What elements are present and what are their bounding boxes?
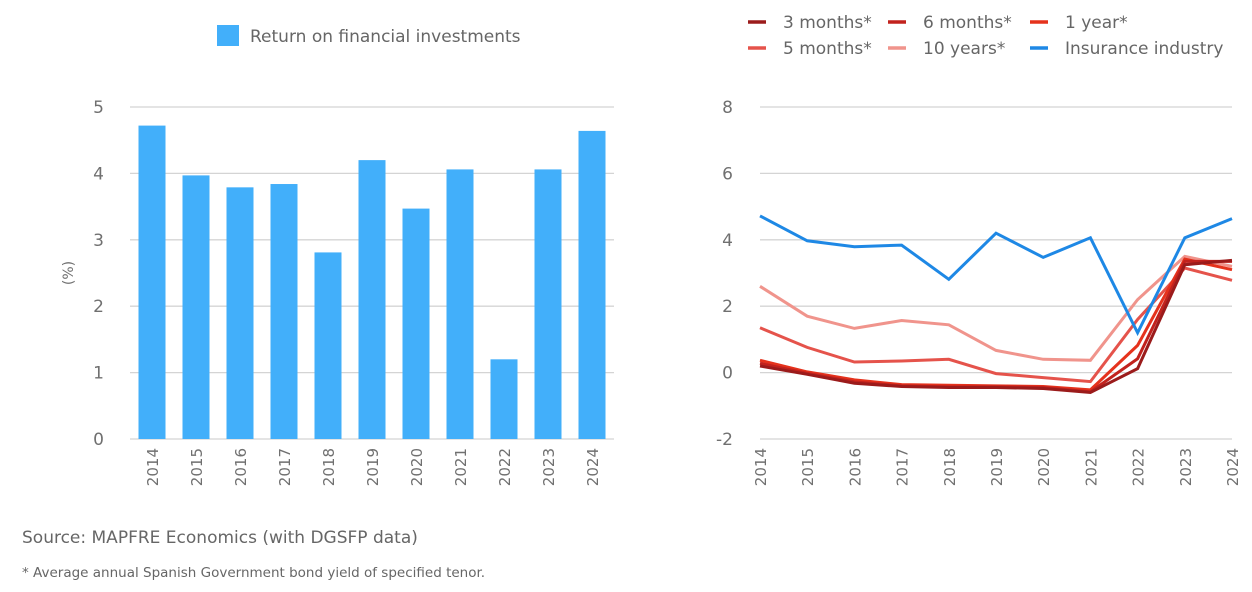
bar-x-tick-label: 2022 — [496, 448, 514, 486]
line-x-tick-label: 2024 — [1224, 448, 1242, 486]
line-x-tick-label: 2023 — [1177, 448, 1195, 486]
line-chart: -2 0 2 4 6 8 2014 2015 2016 2017 2018 2019 2020 2021 2… — [716, 13, 1242, 486]
line-y-tick-label: 2 — [722, 297, 733, 317]
line-x-tick-label: 2021 — [1082, 448, 1100, 486]
bar-y-tick-label: 4 — [93, 164, 104, 184]
bar — [182, 175, 210, 439]
bar — [314, 252, 342, 439]
line-y-tick-label: -2 — [716, 430, 733, 450]
line-x-tick-label: 2017 — [894, 448, 912, 486]
bar — [534, 169, 562, 439]
bar-y-axis-label: (%) — [61, 261, 77, 285]
line-x-tick-label: 2015 — [799, 448, 817, 486]
series-line-insurance-industry — [759, 214, 1233, 337]
line-legend-label: 3 months* — [783, 13, 872, 33]
bar-legend-swatch — [217, 25, 239, 46]
bar-x-tick-label: 2020 — [408, 448, 426, 486]
line-legend-label: 6 months* — [923, 13, 1012, 33]
bar-x-tick-label: 2015 — [188, 448, 206, 486]
bar-y-tick-label: 2 — [93, 297, 104, 317]
bar-chart: 0 1 2 3 4 5 (%) 2014 2015 2016 2017 2018 2019 2020 202… — [61, 25, 614, 486]
line-x-tick-label: 2014 — [752, 448, 770, 486]
series-line-3-months — [759, 258, 1233, 395]
bar — [446, 169, 474, 439]
line-y-tick-label: 8 — [722, 98, 733, 118]
bar-x-tick-label: 2014 — [144, 448, 162, 486]
footnote-text: * Average annual Spanish Government bond… — [22, 565, 486, 581]
bar — [402, 208, 430, 439]
bar — [226, 187, 254, 439]
line-legend-label: 10 years* — [923, 39, 1005, 59]
bar-y-tick-label: 5 — [93, 98, 104, 118]
line-legend-label: 5 months* — [783, 39, 872, 59]
bar-x-tick-label: 2019 — [364, 448, 382, 486]
line-x-tick-label: 2016 — [846, 448, 864, 486]
bar-y-tick-label: 0 — [93, 430, 104, 450]
bar — [578, 130, 606, 440]
bar — [270, 184, 298, 439]
bar-legend-label: Return on financial investments — [250, 27, 521, 47]
bar — [490, 359, 518, 439]
bar-x-tick-label: 2021 — [452, 448, 470, 486]
bar-x-tick-label: 2024 — [584, 448, 602, 486]
line-legend-label: Insurance industry — [1065, 39, 1223, 59]
series-line-10-years — [759, 254, 1233, 362]
line-x-tick-label: 2022 — [1130, 448, 1148, 486]
bar-x-tick-label: 2023 — [540, 448, 558, 486]
bar-x-tick-label: 2017 — [276, 448, 294, 486]
bar — [138, 125, 166, 439]
line-legend-label: 1 year* — [1065, 13, 1128, 33]
line-y-tick-label: 4 — [722, 231, 733, 251]
line-x-tick-label: 2018 — [941, 448, 959, 486]
bar-y-tick-label: 1 — [93, 364, 104, 384]
bar-y-tick-label: 3 — [93, 231, 104, 251]
source-text: Source: MAPFRE Economics (with DGSFP dat… — [22, 528, 418, 548]
line-x-tick-label: 2019 — [988, 448, 1006, 486]
line-x-tick-label: 2020 — [1035, 448, 1053, 486]
line-y-tick-label: 6 — [722, 164, 733, 184]
bar-x-tick-label: 2016 — [232, 448, 250, 486]
line-y-tick-label: 0 — [722, 364, 733, 384]
bar-x-tick-label: 2018 — [320, 448, 338, 486]
bar — [358, 160, 386, 439]
